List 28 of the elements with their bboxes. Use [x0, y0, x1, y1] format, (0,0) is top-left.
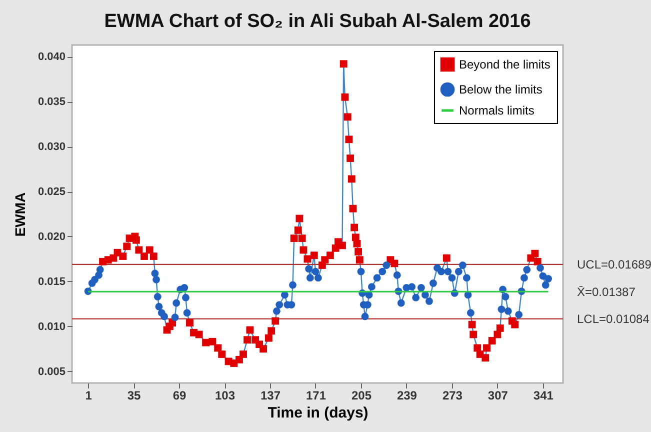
x-tick-label: 103 — [215, 388, 236, 402]
x-axis-title: Time in (days) — [268, 404, 368, 422]
y-tick-label: 0.025 — [38, 186, 66, 198]
x-tick-label: 1 — [85, 388, 92, 402]
y-tick-label: 0.040 — [38, 51, 66, 64]
y-tick-label: 0.020 — [38, 230, 66, 243]
x-tick-label: 307 — [488, 388, 508, 402]
y-tick-label: 0.035 — [38, 96, 66, 108]
y-tick-label: 0.005 — [38, 366, 66, 378]
x-tick-label: 171 — [306, 388, 326, 402]
text: X̄=0.01387 — [577, 285, 636, 299]
y-tick-label: 0.030 — [38, 141, 66, 154]
x-tick-label: 205 — [351, 388, 372, 402]
x-tick-label: 69 — [172, 388, 187, 402]
x-tick-label: 341 — [533, 388, 554, 402]
x-tick-label: 239 — [396, 388, 418, 402]
x-tick-label: 273 — [442, 388, 463, 402]
legend-label: Normals limits — [459, 104, 534, 118]
x-tick-label: 35 — [127, 388, 142, 402]
legend-label: Below the limits — [459, 82, 542, 96]
legend-label: Beyond the limits — [459, 58, 550, 72]
y-tick-label: 0.015 — [38, 276, 66, 288]
chart-title: EWMA Chart of SO₂ in Ali Subah Al-Salem 2016 — [104, 11, 531, 32]
ref-line-label: LCL=0.01084 — [577, 312, 650, 326]
y-tick-label: 0.010 — [38, 320, 66, 333]
y-axis-title: EWMA — [12, 192, 28, 237]
x-tick-label: 137 — [260, 388, 281, 402]
ref-line-label: UCL=0.01689 — [577, 257, 651, 272]
